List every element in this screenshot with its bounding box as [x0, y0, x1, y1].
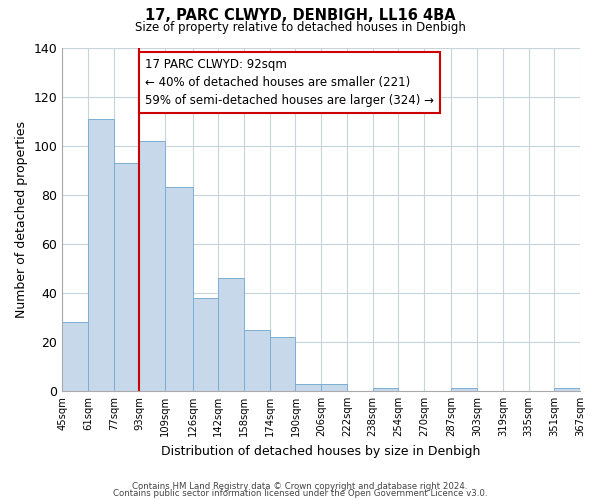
Bar — [218, 278, 244, 391]
Bar — [62, 322, 88, 391]
Text: 17, PARC CLWYD, DENBIGH, LL16 4BA: 17, PARC CLWYD, DENBIGH, LL16 4BA — [145, 8, 455, 22]
Bar — [244, 330, 269, 391]
X-axis label: Distribution of detached houses by size in Denbigh: Distribution of detached houses by size … — [161, 444, 481, 458]
Bar — [554, 388, 580, 391]
Bar — [295, 384, 321, 391]
Y-axis label: Number of detached properties: Number of detached properties — [15, 120, 28, 318]
Bar — [321, 384, 347, 391]
Text: Size of property relative to detached houses in Denbigh: Size of property relative to detached ho… — [134, 21, 466, 34]
Bar — [114, 163, 139, 391]
Bar — [165, 188, 193, 391]
Bar — [88, 118, 114, 391]
Bar — [373, 388, 398, 391]
Bar — [139, 140, 165, 391]
Bar — [451, 388, 477, 391]
Text: Contains public sector information licensed under the Open Government Licence v3: Contains public sector information licen… — [113, 489, 487, 498]
Text: 17 PARC CLWYD: 92sqm
← 40% of detached houses are smaller (221)
59% of semi-deta: 17 PARC CLWYD: 92sqm ← 40% of detached h… — [145, 58, 434, 107]
Text: Contains HM Land Registry data © Crown copyright and database right 2024.: Contains HM Land Registry data © Crown c… — [132, 482, 468, 491]
Bar — [193, 298, 218, 391]
Bar — [269, 337, 295, 391]
